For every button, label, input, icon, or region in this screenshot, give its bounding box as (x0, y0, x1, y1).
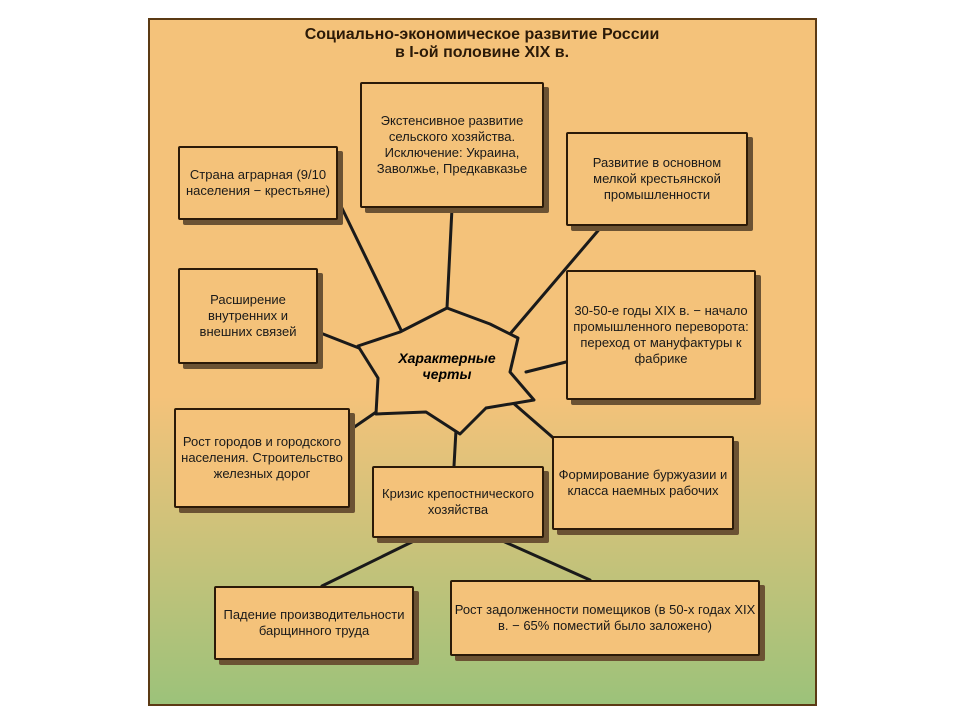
hub-label: Характерные черты (380, 330, 514, 402)
node-label: Рост задолженности помещиков (в 50-х год… (452, 600, 758, 637)
diagram-node: Рост городов и городского населения. Стр… (174, 408, 350, 508)
diagram-node: 30-50-е годы XIX в. − начало промышленно… (566, 270, 756, 400)
diagram-node: Экстенсивное развитие сельского хозяйств… (360, 82, 544, 208)
node-label: Расширение внутренних и внешних связей (180, 290, 316, 343)
diagram-canvas: Социально-экономическое развитие России … (148, 18, 817, 706)
node-label: Падение производительности барщинного тр… (216, 605, 412, 642)
diagram-node: Рост задолженности помещиков (в 50-х год… (450, 580, 760, 656)
node-label: Формирование буржуазии и класса наемных … (554, 465, 732, 502)
title-line-2: в I-ой половине XIX в. (252, 44, 712, 62)
diagram-node: Кризис крепостнического хозяйства (372, 466, 544, 538)
hub-node: Характерные черты (380, 330, 514, 402)
node-label: Рост городов и городского населения. Стр… (176, 432, 348, 485)
diagram-node: Расширение внутренних и внешних связей (178, 268, 318, 364)
node-label: Кризис крепостнического хозяйства (374, 484, 542, 521)
diagram-node: Падение производительности барщинного тр… (214, 586, 414, 660)
diagram-node: Формирование буржуазии и класса наемных … (552, 436, 734, 530)
node-label: Экстенсивное развитие сельского хозяйств… (362, 111, 542, 180)
diagram-title: Социально-экономическое развитие России … (252, 26, 712, 70)
diagram-node: Страна аграрная (9/10 населения − кресть… (178, 146, 338, 220)
diagram-node: Развитие в основном мелкой крестьянской … (566, 132, 748, 226)
node-label: Развитие в основном мелкой крестьянской … (568, 153, 746, 206)
node-label: Страна аграрная (9/10 населения − кресть… (180, 165, 336, 202)
title-line-1: Социально-экономическое развитие России (252, 26, 712, 44)
node-label: 30-50-е годы XIX в. − начало промышленно… (568, 301, 754, 370)
diagram-stage: Социально-экономическое развитие России … (0, 0, 960, 720)
